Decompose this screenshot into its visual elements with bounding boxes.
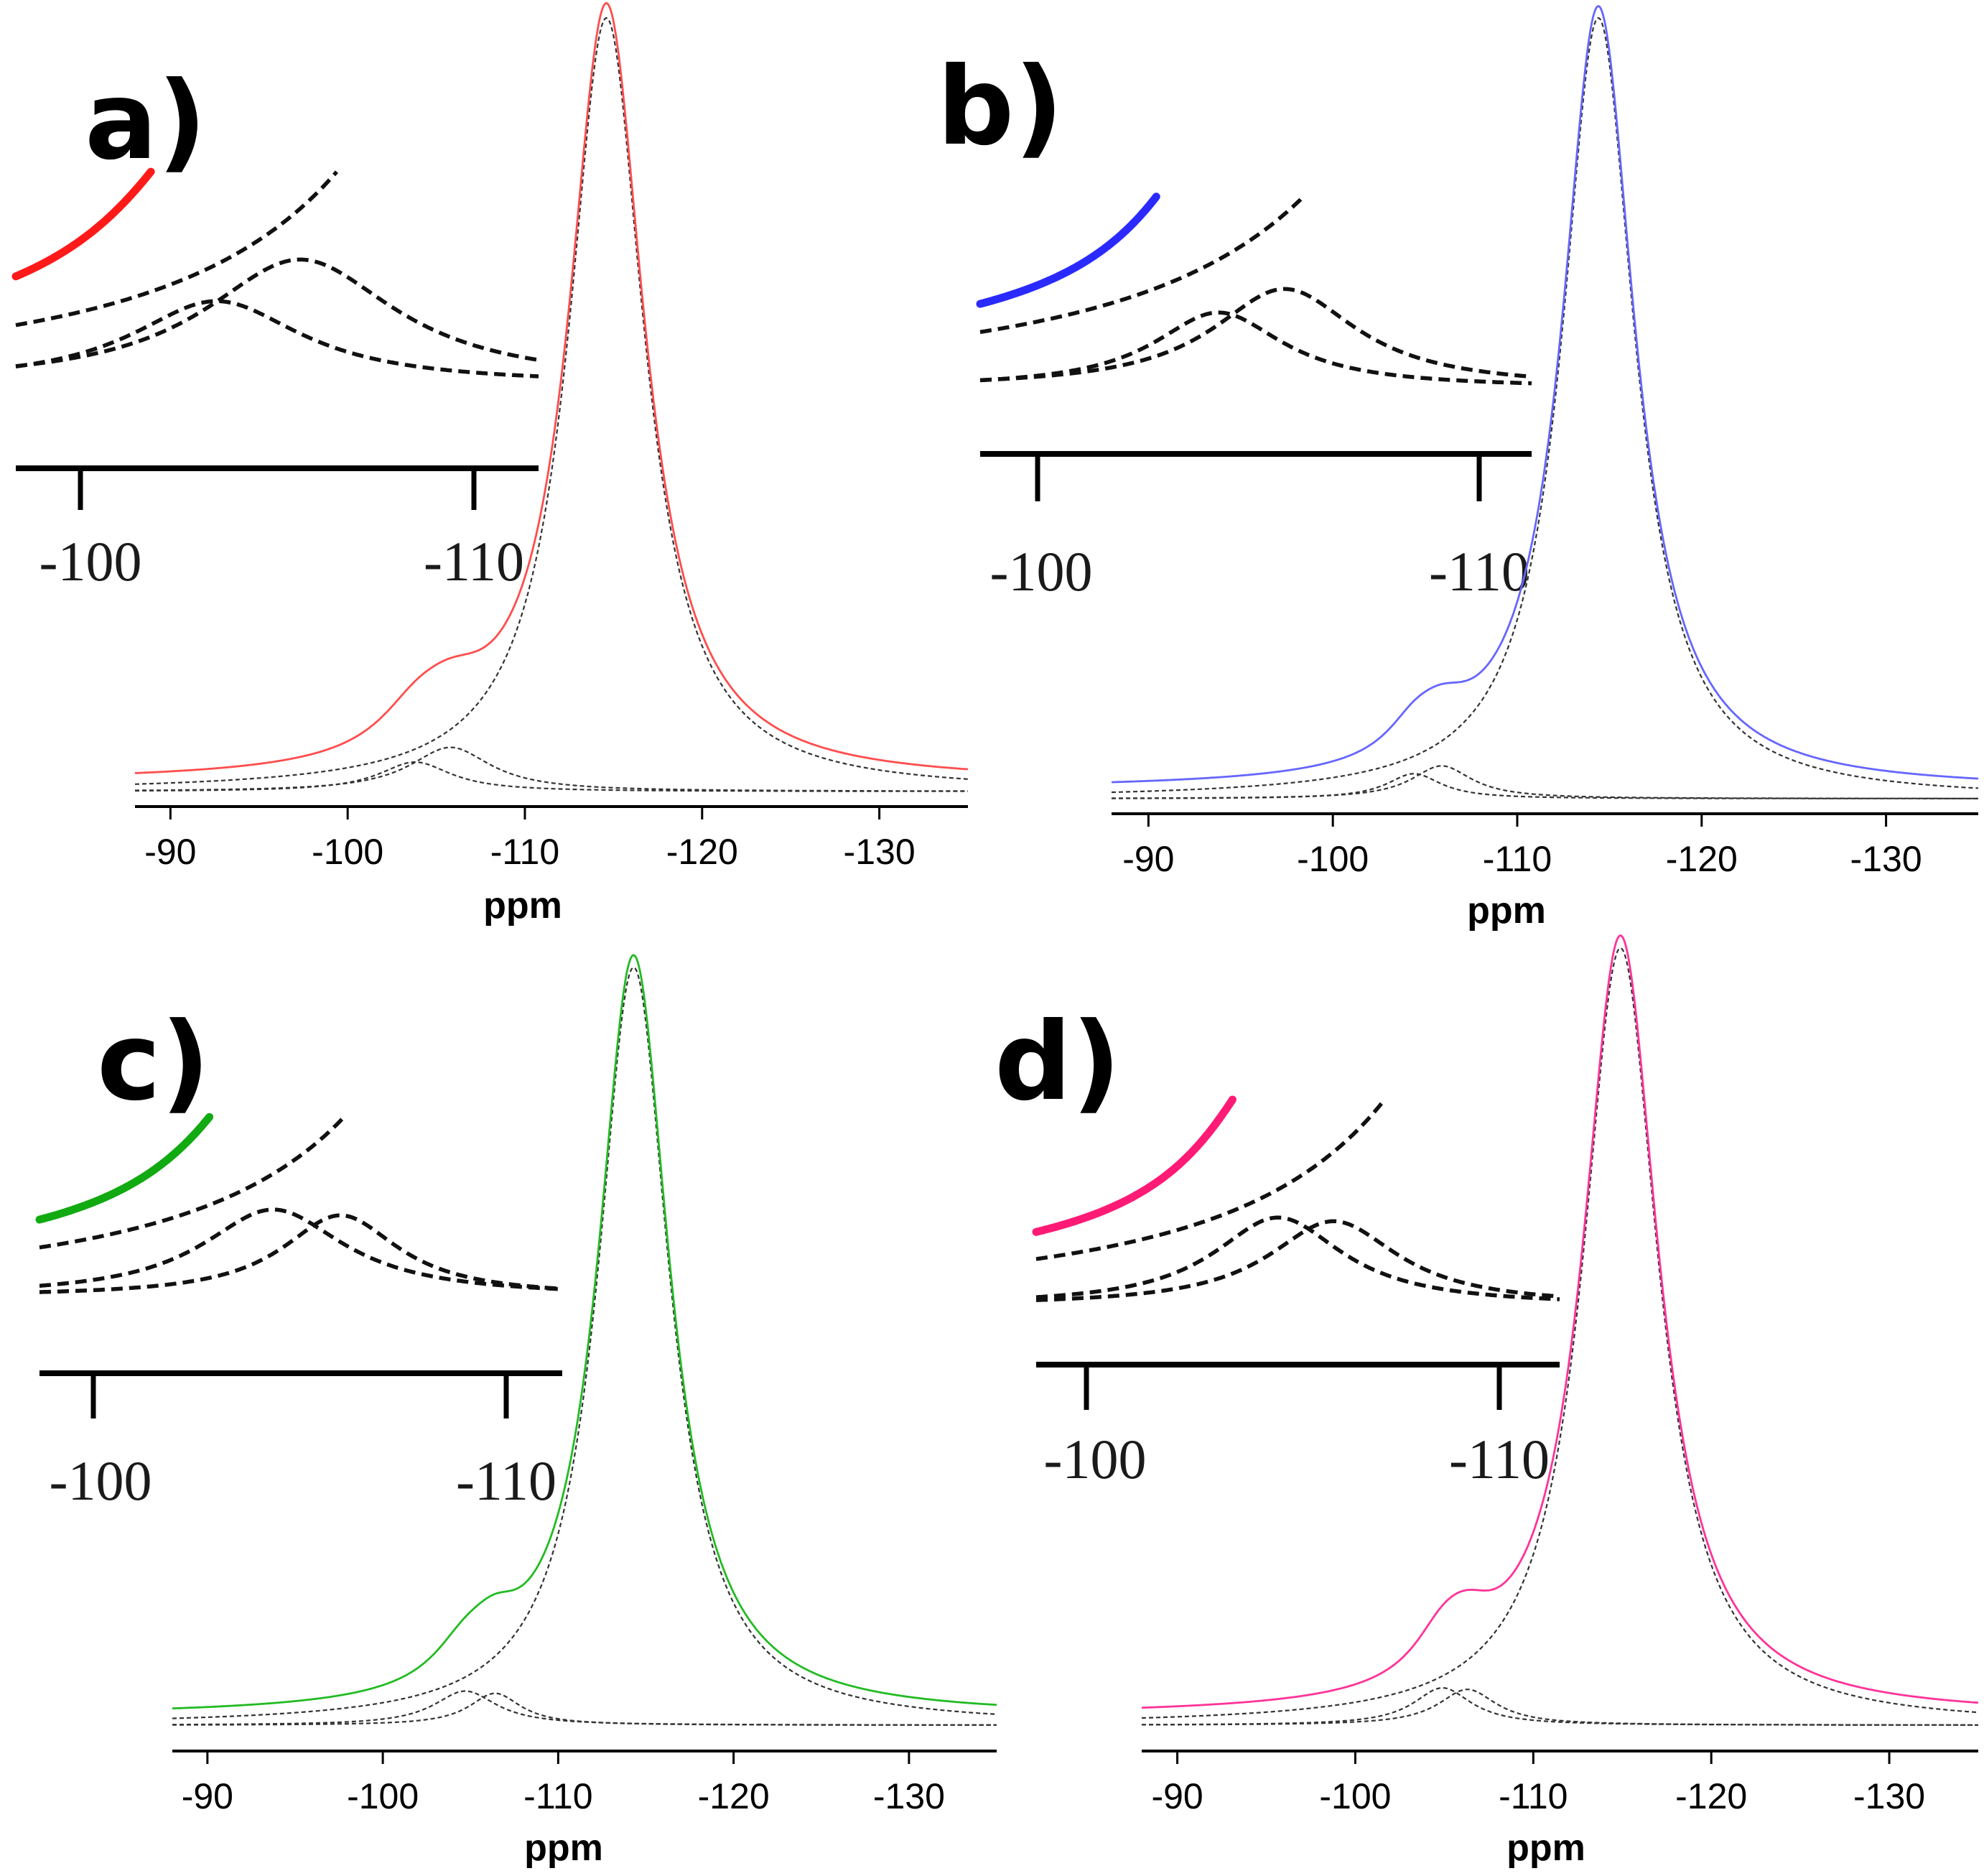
x-ticks: -90 -100 -110 -120 -130	[1122, 814, 1922, 879]
x-tick-label: -110	[523, 1776, 592, 1816]
x-tick-label: -120	[1666, 839, 1738, 879]
panel-label: c)	[97, 1000, 210, 1125]
inset-fit-component-line	[1035, 1097, 1387, 1261]
fit-component-line	[135, 761, 968, 792]
spectrum-line	[172, 954, 997, 1710]
fit-component-line	[135, 17, 969, 785]
inset-curves	[11, 167, 539, 379]
fit-component-line	[172, 1692, 997, 1726]
fit-component-line	[135, 746, 968, 792]
x-tick-label: -120	[666, 832, 738, 872]
fit-component-line	[1142, 1687, 1978, 1726]
inset-curves	[1032, 1095, 1560, 1302]
spectrum-line	[1111, 4, 1979, 784]
inset-spectrum-line	[976, 192, 1160, 308]
x-ticks: -90 -100 -110 -120 -130	[182, 1751, 945, 1816]
inset-fit-component-line	[15, 170, 339, 328]
spectrum-line	[134, 1, 969, 774]
panel-label: b)	[937, 45, 1063, 170]
inset-tick-label: -100	[990, 540, 1093, 603]
x-ticks: -90 -100 -110 -120 -130	[1151, 1751, 1925, 1816]
x-tick-label: -90	[182, 1776, 233, 1816]
x-tick-label: -90	[1122, 839, 1174, 879]
inset-c: -100 -110	[35, 1113, 563, 1512]
x-tick-label: -110	[1483, 839, 1552, 879]
spectrum-line	[1141, 934, 1979, 1709]
main-curves	[1111, 4, 1979, 800]
fit-component-line	[1142, 1689, 1978, 1726]
panel-label: d)	[995, 1000, 1121, 1125]
x-tick-label: -100	[1297, 839, 1369, 879]
x-tick-label: -120	[698, 1776, 770, 1816]
inset-fit-component-line	[39, 1116, 345, 1250]
x-tick-label: -100	[1319, 1776, 1391, 1816]
inset-tick-label: -100	[1044, 1428, 1147, 1490]
x-axis-title: ppm	[524, 1827, 603, 1869]
inset-spectrum-line	[11, 167, 155, 281]
inset-tick-label: -110	[456, 1449, 556, 1512]
inset-fit-component-line	[1035, 1215, 1560, 1301]
fit-component-line	[172, 966, 997, 1719]
x-tick-label: -110	[490, 832, 559, 872]
x-tick-label: -100	[312, 832, 383, 872]
inset-fit-component-line	[979, 287, 1532, 383]
fit-component-line	[1141, 947, 1979, 1719]
x-axis-title: ppm	[1467, 890, 1546, 932]
inset-tick-label: -110	[1429, 540, 1529, 603]
x-tick-label: -130	[1850, 839, 1922, 879]
inset-tick-label: -110	[424, 530, 524, 593]
panel-label: a)	[85, 59, 207, 184]
x-ticks: -90 -100 -110 -120 -130	[144, 807, 916, 872]
panel-a: a) -100 -110 -90 -100 -110 -120 -130 ppm	[11, 1, 969, 927]
panel-c: c) -100 -110 -90 -100 -110 -120 -130 ppm	[35, 954, 997, 1869]
x-tick-label: -120	[1675, 1776, 1747, 1816]
inset-fit-component-line	[1035, 1219, 1560, 1302]
x-axis-title: ppm	[1506, 1827, 1585, 1869]
inset-a: -100 -110	[11, 167, 539, 593]
panel-d: d) -100 -110 -90 -100 -110 -120 -130 ppm	[995, 934, 1979, 1869]
inset-curves	[35, 1113, 563, 1294]
panel-b: b) -100 -110 -90 -100 -110 -120 -130 ppm	[937, 4, 1979, 932]
inset-fit-component-line	[15, 299, 539, 379]
x-tick-label: -130	[1853, 1776, 1925, 1816]
x-axis-title: ppm	[483, 885, 562, 927]
inset-curves	[976, 192, 1532, 386]
inset-fit-component-line	[39, 1207, 563, 1291]
inset-tick-label: -100	[39, 530, 142, 593]
inset-fit-component-line	[979, 195, 1305, 335]
main-curves	[1141, 934, 1979, 1726]
main-curves	[134, 1, 969, 792]
x-tick-label: -90	[144, 832, 196, 872]
inset-fit-component-line	[979, 310, 1532, 386]
inset-d: -100 -110	[1032, 1095, 1560, 1490]
inset-tick-label: -100	[50, 1449, 152, 1512]
main-curves	[172, 954, 997, 1726]
inset-spectrum-line	[35, 1113, 214, 1224]
inset-fit-component-line	[39, 1213, 563, 1294]
x-tick-label: -90	[1151, 1776, 1203, 1816]
fit-component-line	[172, 1690, 997, 1726]
x-tick-label: -110	[1499, 1776, 1568, 1816]
x-tick-label: -130	[873, 1776, 945, 1816]
fit-component-line	[1111, 17, 1979, 794]
x-tick-label: -100	[347, 1776, 419, 1816]
inset-tick-label: -110	[1449, 1428, 1550, 1490]
fit-component-line	[1112, 765, 1978, 799]
inset-spectrum-line	[1032, 1095, 1236, 1236]
x-tick-label: -130	[844, 832, 916, 872]
inset-b: -100 -110	[976, 192, 1532, 603]
